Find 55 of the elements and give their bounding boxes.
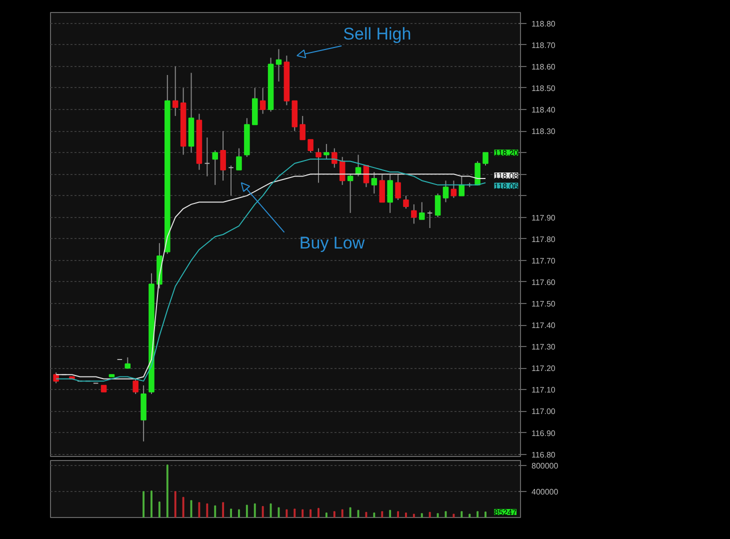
candlestick	[260, 87, 266, 114]
text: 118.08	[494, 171, 519, 180]
y-tick-label: 116.90	[532, 428, 556, 438]
candlestick	[411, 204, 417, 224]
y-tick-label: 117.70	[532, 256, 556, 266]
candlestick	[124, 356, 131, 369]
candlestick	[220, 130, 226, 182]
y-tick-label: 117.80	[532, 234, 556, 244]
y-tick-label: 117.40	[532, 321, 556, 330]
y-tick-label: 118.60	[532, 62, 556, 72]
candlestick	[482, 152, 488, 166]
text: 118.20	[494, 148, 519, 158]
candlestick	[308, 139, 314, 154]
text: 85247	[494, 508, 518, 517]
candlestick	[450, 180, 457, 198]
y-tick-label: 117.10	[532, 386, 556, 395]
y-tick-label: 118.50	[532, 84, 556, 93]
candlestick	[324, 143, 330, 160]
candlestick	[442, 180, 449, 203]
y-tick-label: 117.50	[532, 299, 556, 308]
y-tick-label: 800000	[532, 462, 559, 471]
candlestick	[387, 174, 393, 214]
y-tick-label: 118.30	[532, 127, 556, 136]
candlestick	[132, 378, 138, 394]
y-tick-label: 116.80	[532, 450, 556, 460]
y-tick-label: 117.30	[532, 342, 556, 352]
candlestick	[371, 171, 378, 194]
candlestick	[172, 66, 178, 116]
y-tick-label: 118.40	[532, 105, 556, 114]
candlestick	[332, 148, 338, 168]
candlestick	[236, 148, 242, 170]
text: 118.06	[494, 182, 519, 191]
y-tick-label: 400000	[532, 488, 559, 497]
candlestick	[403, 195, 409, 210]
candlestick	[276, 48, 282, 82]
y-tick-label: 117.90	[532, 213, 556, 222]
y-tick-label: 117.00	[532, 407, 556, 416]
candlestick	[300, 115, 306, 140]
candlestick	[316, 148, 322, 184]
candlestick	[204, 137, 210, 177]
candlestick	[228, 165, 234, 196]
y-tick-label: 118.70	[532, 40, 556, 50]
candlestick	[212, 150, 218, 186]
annotation: Sell High	[343, 24, 412, 44]
annotation: Buy Low	[299, 234, 366, 253]
candlestick	[474, 160, 480, 186]
candlestick	[419, 202, 425, 220]
candlestick	[426, 210, 433, 229]
candlestick	[434, 193, 441, 218]
candlestick	[395, 174, 401, 201]
candlestick	[347, 174, 354, 214]
y-tick-label: 117.20	[532, 364, 556, 374]
y-tick-label: 118.80	[532, 19, 556, 28]
y-tick-label: 117.60	[532, 278, 556, 287]
candlestick	[379, 174, 386, 203]
